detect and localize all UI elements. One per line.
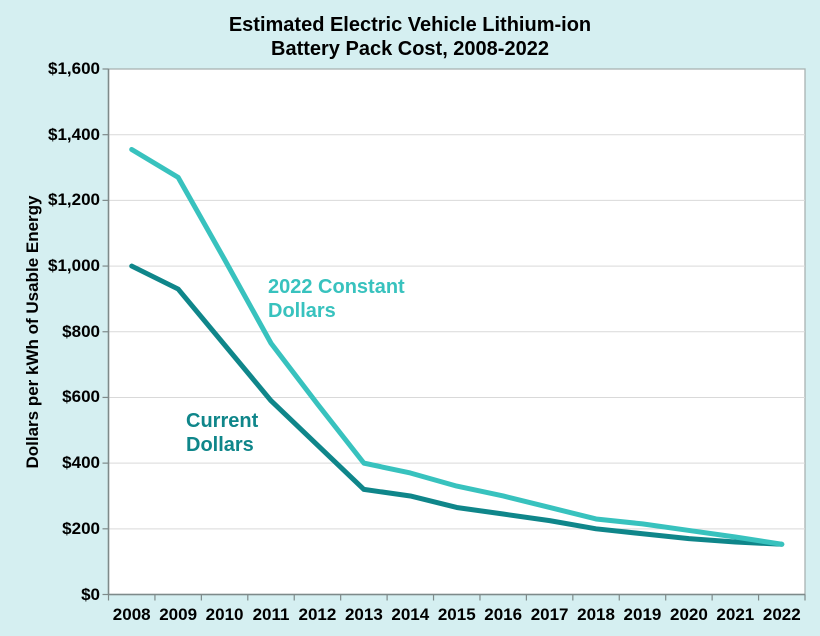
x-tick-label: 2008 (112, 605, 151, 624)
y-tick-label: $1,200 (48, 190, 100, 210)
x-tick-label: 2013 (344, 605, 383, 624)
y-tick-label: $800 (62, 321, 100, 341)
x-tick-label: 2015 (437, 605, 476, 624)
y-tick-label: $200 (62, 518, 100, 538)
current-dollars-line (129, 263, 785, 547)
y-tick-label: $400 (62, 453, 100, 473)
x-tick-label: 2021 (716, 605, 755, 624)
chart-title-line1: Estimated Electric Vehicle Lithium-ion (228, 14, 592, 36)
chart-title: Estimated Electric Vehicle Lithium-ion B… (0, 13, 820, 61)
y-tick-label: $0 (81, 584, 100, 604)
series-label-current-dollars: Current Dollars (186, 410, 259, 456)
x-tick-label: 2016 (484, 605, 523, 624)
y-tick-label: $600 (62, 387, 100, 407)
2022-constant-dollars-line (129, 146, 785, 547)
x-tick-label: 2011 (252, 605, 290, 624)
x-tick-label: 2022 (762, 605, 801, 624)
y-tick-label: $1,000 (48, 256, 100, 276)
x-tick-label: 2019 (623, 605, 662, 624)
chart-title-line2: Battery Pack Cost, 2008-2022 (271, 38, 549, 60)
x-tick-label: 2009 (159, 605, 198, 624)
y-tick-label: $1,600 (48, 59, 100, 78)
series-label-constant-dollars: 2022 Constant Dollars (268, 276, 405, 322)
x-tick-label: 2020 (669, 605, 708, 624)
x-tick-label: 2010 (205, 605, 244, 624)
x-tick-label: 2014 (391, 605, 430, 624)
x-tick-label: 2017 (530, 605, 569, 624)
x-tick-label: 2012 (298, 605, 337, 624)
y-tick-label: $1,400 (48, 124, 100, 144)
x-tick-label: 2018 (577, 605, 615, 624)
